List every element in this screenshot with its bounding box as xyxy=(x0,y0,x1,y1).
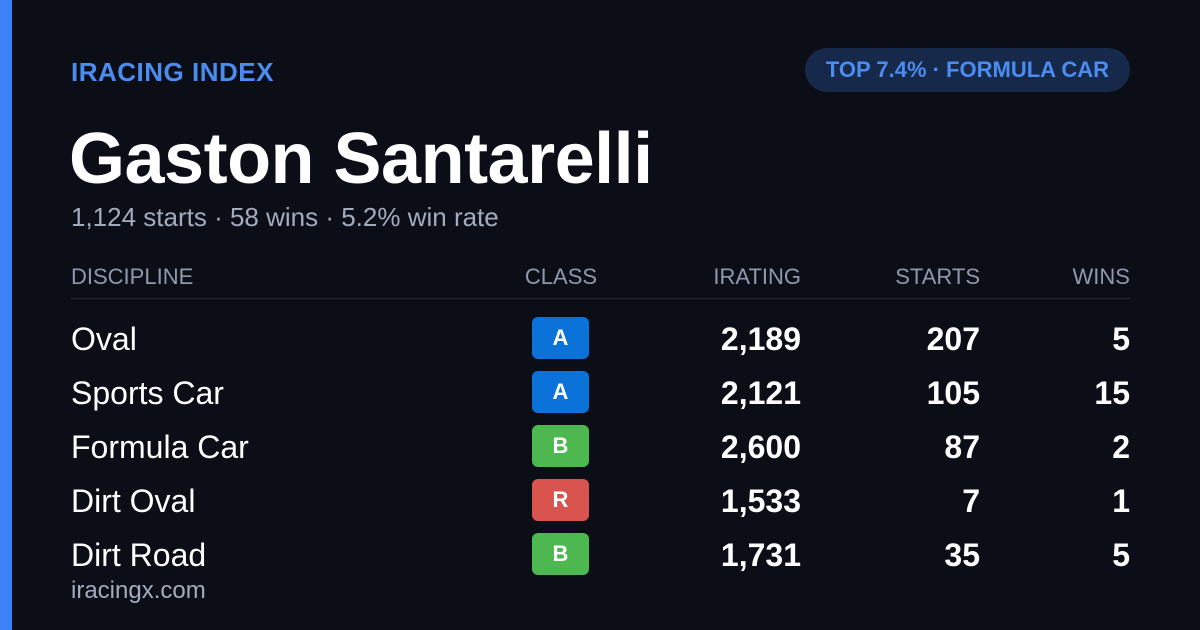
irating-value: 2,121 xyxy=(720,375,801,411)
class-badge: A xyxy=(532,317,589,359)
irating-value: 1,533 xyxy=(720,483,801,519)
irating-value: 2,600 xyxy=(720,429,801,465)
table-row: Oval A 2,189 207 5 xyxy=(71,315,1130,369)
irating-value: 1,731 xyxy=(720,537,801,573)
starts-value: 105 xyxy=(926,375,980,411)
discipline-name: Sports Car xyxy=(71,375,224,411)
brand-title: IRACING INDEX xyxy=(71,57,274,87)
class-badge: R xyxy=(532,479,589,521)
starts-value: 207 xyxy=(926,321,980,357)
table-row: Dirt Oval R 1,533 7 1 xyxy=(71,477,1130,531)
discipline-name: Dirt Oval xyxy=(71,483,196,519)
wins-value: 1 xyxy=(1112,483,1130,519)
header-class: CLASS xyxy=(524,264,598,289)
table-row: Dirt Road B 1,731 35 5 xyxy=(71,531,1130,585)
table-row: Formula Car B 2,600 87 2 xyxy=(71,423,1130,477)
table-body: Oval A 2,189 207 5 Sports Car A 2,121 10… xyxy=(71,315,1130,585)
starts-value: 87 xyxy=(944,429,980,465)
stats-table: DISCIPLINE CLASS IRATING STARTS WINS Ova… xyxy=(71,258,1130,585)
discipline-name: Oval xyxy=(71,321,137,357)
driver-name: Gaston Santarelli xyxy=(69,119,653,199)
class-badge: B xyxy=(532,425,589,467)
driver-summary: 1,124 starts · 58 wins · 5.2% win rate xyxy=(71,202,499,232)
table-row: Sports Car A 2,121 105 15 xyxy=(71,369,1130,423)
irating-value: 2,189 xyxy=(720,321,801,357)
site-url[interactable]: iracingx.com xyxy=(71,577,206,604)
rank-badge: TOP 7.4% · FORMULA CAR xyxy=(804,48,1130,92)
starts-value: 7 xyxy=(962,483,980,519)
wins-value: 5 xyxy=(1112,321,1130,357)
discipline-name: Dirt Road xyxy=(71,537,207,573)
table-header: DISCIPLINE CLASS IRATING STARTS WINS xyxy=(71,258,1130,299)
header-starts: STARTS xyxy=(895,264,980,289)
class-badge: B xyxy=(532,533,589,575)
header-irating: IRATING xyxy=(713,264,801,289)
wins-value: 5 xyxy=(1112,537,1130,573)
wins-value: 15 xyxy=(1094,375,1130,411)
header-discipline: DISCIPLINE xyxy=(71,264,194,289)
header-wins: WINS xyxy=(1072,264,1130,289)
wins-value: 2 xyxy=(1112,429,1130,465)
class-badge: A xyxy=(532,371,589,413)
starts-value: 35 xyxy=(944,537,980,573)
accent-bar xyxy=(0,0,12,630)
discipline-name: Formula Car xyxy=(71,429,249,465)
